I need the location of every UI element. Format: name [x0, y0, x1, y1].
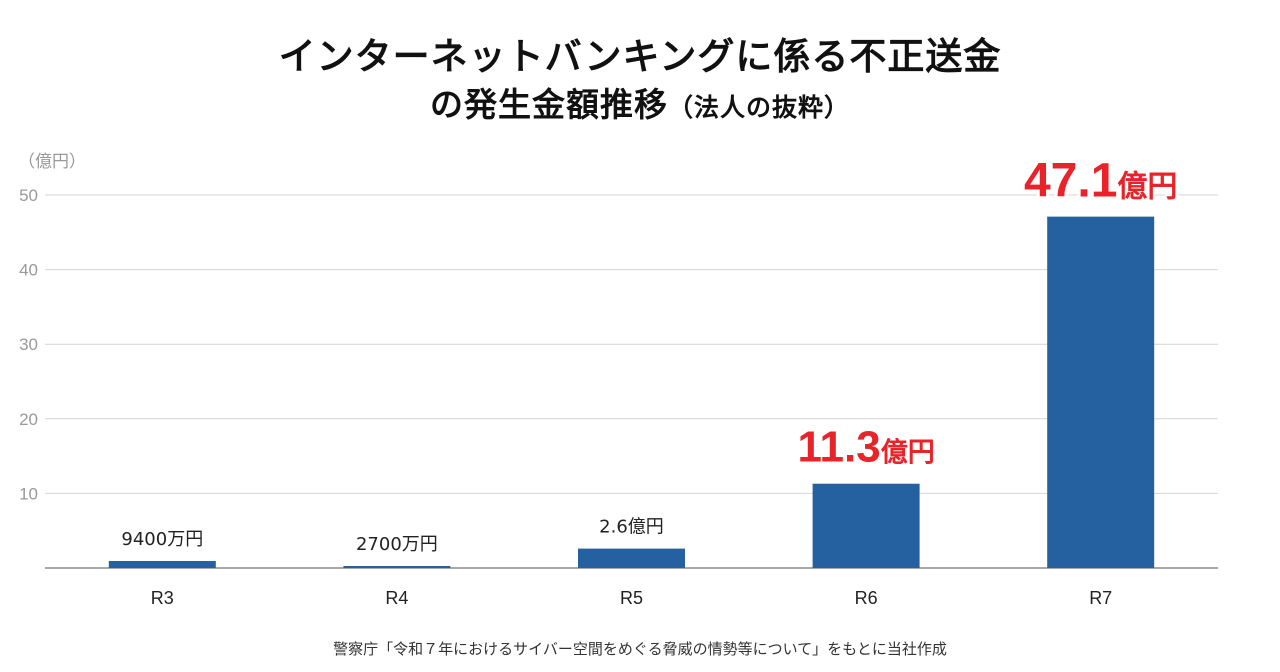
- chart-title-line-1: インターネットバンキングに係る不正送金: [278, 35, 1002, 78]
- x-tick-label-r3: R3: [151, 588, 174, 608]
- x-tick-label-r7: R7: [1089, 588, 1112, 608]
- bar-chart: （億円） 10 20 30 40 50 R3 9400万円 R4 2700万円 R5 2.6億円 R6 1…: [18, 152, 1218, 608]
- chart-title-main: の発生金額推移: [429, 85, 668, 124]
- y-tick-label-20: 20: [19, 410, 38, 429]
- x-tick-label-r4: R4: [385, 588, 408, 608]
- value-label-r4: 2700万円: [356, 534, 438, 555]
- y-tick-label-30: 30: [19, 335, 38, 354]
- bar-r7: [1047, 216, 1155, 568]
- chart-title-note: （法人の抜粋）: [667, 93, 850, 122]
- source-note: 警察庁「令和７年におけるサイバー空間をめぐる脅威の情勢等について」をもとに当社作…: [333, 640, 947, 658]
- value-number-r7: 47.1: [1024, 155, 1117, 208]
- y-tick-label-10: 10: [19, 484, 38, 503]
- bar-r6: [812, 483, 920, 568]
- x-tick-label-r6: R6: [855, 588, 878, 608]
- y-tick-label-40: 40: [19, 261, 38, 280]
- bar-r5: [578, 548, 685, 568]
- x-tick-label-r5: R5: [620, 588, 643, 608]
- value-label-r5: 2.6億円: [599, 517, 664, 538]
- value-unit-r7: 億円: [1117, 170, 1177, 205]
- bar-r4: [343, 565, 451, 568]
- y-tick-label-50: 50: [19, 186, 38, 205]
- chart-title-line-2: の発生金額推移（法人の抜粋）: [0, 78, 1280, 126]
- y-axis-unit-label: （億円）: [18, 152, 86, 172]
- value-label-r3: 9400万円: [121, 529, 203, 550]
- value-number-r6: 11.3: [797, 423, 880, 472]
- value-label-r6: 11.3億円: [797, 423, 934, 472]
- value-label-r7: 47.1億円: [1024, 155, 1177, 208]
- bar-r3: [108, 560, 216, 568]
- value-unit-r6: 億円: [881, 438, 935, 469]
